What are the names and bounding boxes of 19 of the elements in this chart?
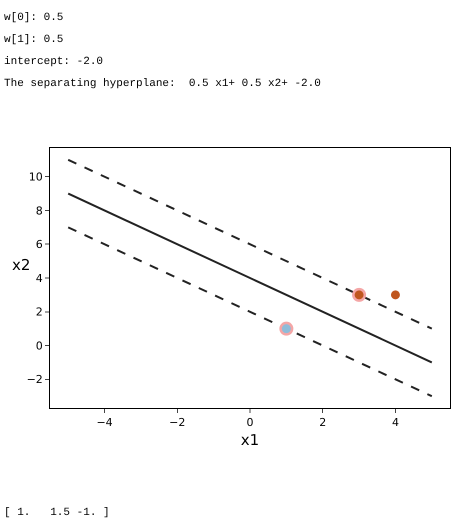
y-tick-label: 10 (28, 170, 43, 184)
y-tick-label: 4 (36, 272, 43, 285)
text: intercept: -2.0 (4, 56, 104, 68)
x-tick-label: 0 (246, 416, 254, 430)
x-tick-label: −4 (96, 416, 113, 430)
x-axis-title: x1 (240, 431, 260, 450)
text: The separating hyperplane: 0.5 x1+ 0.5 x2+ -2.0 (4, 78, 321, 90)
y-tick-label: −2 (26, 373, 43, 386)
text: [ 1. 1.5 -1. ] (4, 507, 110, 519)
y-tick-label: 2 (36, 306, 43, 319)
x-tick-label: 2 (319, 416, 326, 430)
y-tick-label: 0 (36, 339, 43, 352)
text: w[1]: 0.5 (4, 34, 64, 46)
y-axis-title: x2 (12, 256, 30, 274)
x-tick-label: 4 (392, 416, 399, 430)
y-tick-label: 8 (36, 204, 43, 218)
text: w[0]: 0.5 (4, 12, 64, 24)
y-tick-label: 6 (36, 238, 43, 252)
x-tick-label: −2 (169, 416, 186, 430)
